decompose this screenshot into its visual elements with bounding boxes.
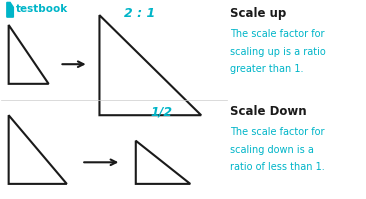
Text: The scale factor for: The scale factor for — [230, 127, 325, 137]
Text: 1/2: 1/2 — [150, 105, 172, 118]
Text: The scale factor for: The scale factor for — [230, 29, 325, 39]
Text: greater than 1.: greater than 1. — [230, 64, 304, 74]
Text: 2 : 1: 2 : 1 — [124, 7, 155, 20]
Polygon shape — [7, 2, 14, 17]
Text: scaling up is a ratio: scaling up is a ratio — [230, 47, 326, 57]
Text: scaling down is a: scaling down is a — [230, 145, 314, 155]
Text: testbook: testbook — [16, 4, 68, 14]
Text: Scale up: Scale up — [230, 7, 287, 20]
Text: ratio of less than 1.: ratio of less than 1. — [230, 162, 325, 172]
Text: Scale Down: Scale Down — [230, 105, 307, 118]
